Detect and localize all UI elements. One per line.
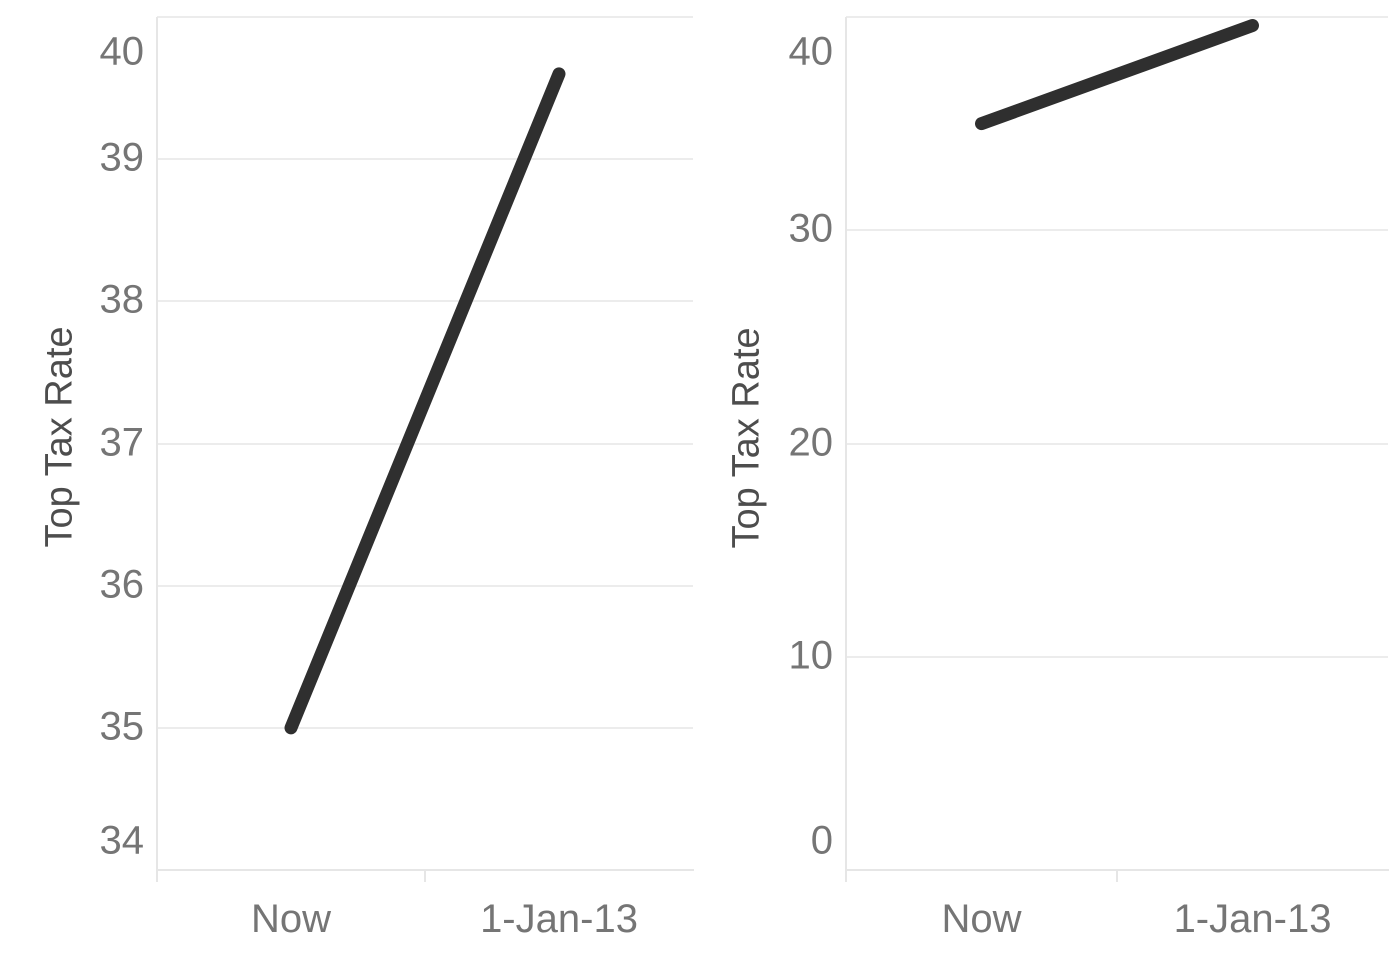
y-gridline [157,300,693,303]
y-gridline [846,442,1388,445]
y-gridline [157,726,693,729]
y-tick-label: 38 [99,277,145,322]
y-gridline [846,16,1388,18]
x-tick-label: Now [941,897,1022,941]
y-axis-line [845,17,847,882]
x-axis-line [845,869,1389,871]
x-tick-label: 1-Jan-13 [480,897,638,941]
y-tick-label: 0 [810,818,833,863]
y-axis-line [156,17,158,882]
y-tick-label: 40 [788,29,834,74]
y-tick-label: 35 [99,704,145,749]
y-tick-label: 34 [99,818,145,863]
x-axis-line [156,869,694,871]
y-gridline [846,655,1388,658]
y-gridline [157,584,693,587]
tax-rate-line [284,67,566,735]
y-tick-label: 39 [99,135,145,180]
right-y-axis-title: Top Tax Rate [725,327,768,549]
y-tick-label: 30 [788,206,834,251]
y-gridline [157,16,693,18]
category-divider-tick [424,870,426,882]
y-gridline [157,442,693,445]
x-tick-label: Now [250,897,332,941]
y-tick-label: 36 [99,562,145,607]
x-tick-label: 1-Jan-13 [1173,897,1332,941]
left-y-axis-title: Top Tax Rate [38,326,81,548]
y-tick-label: 10 [788,633,834,678]
y-gridline [157,158,693,161]
category-divider-tick [1116,870,1118,882]
tax-rate-line [975,19,1259,131]
y-gridline [846,229,1388,232]
y-tick-label: 40 [99,29,145,74]
